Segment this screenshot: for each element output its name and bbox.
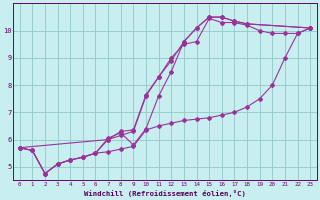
X-axis label: Windchill (Refroidissement éolien,°C): Windchill (Refroidissement éolien,°C) bbox=[84, 190, 246, 197]
